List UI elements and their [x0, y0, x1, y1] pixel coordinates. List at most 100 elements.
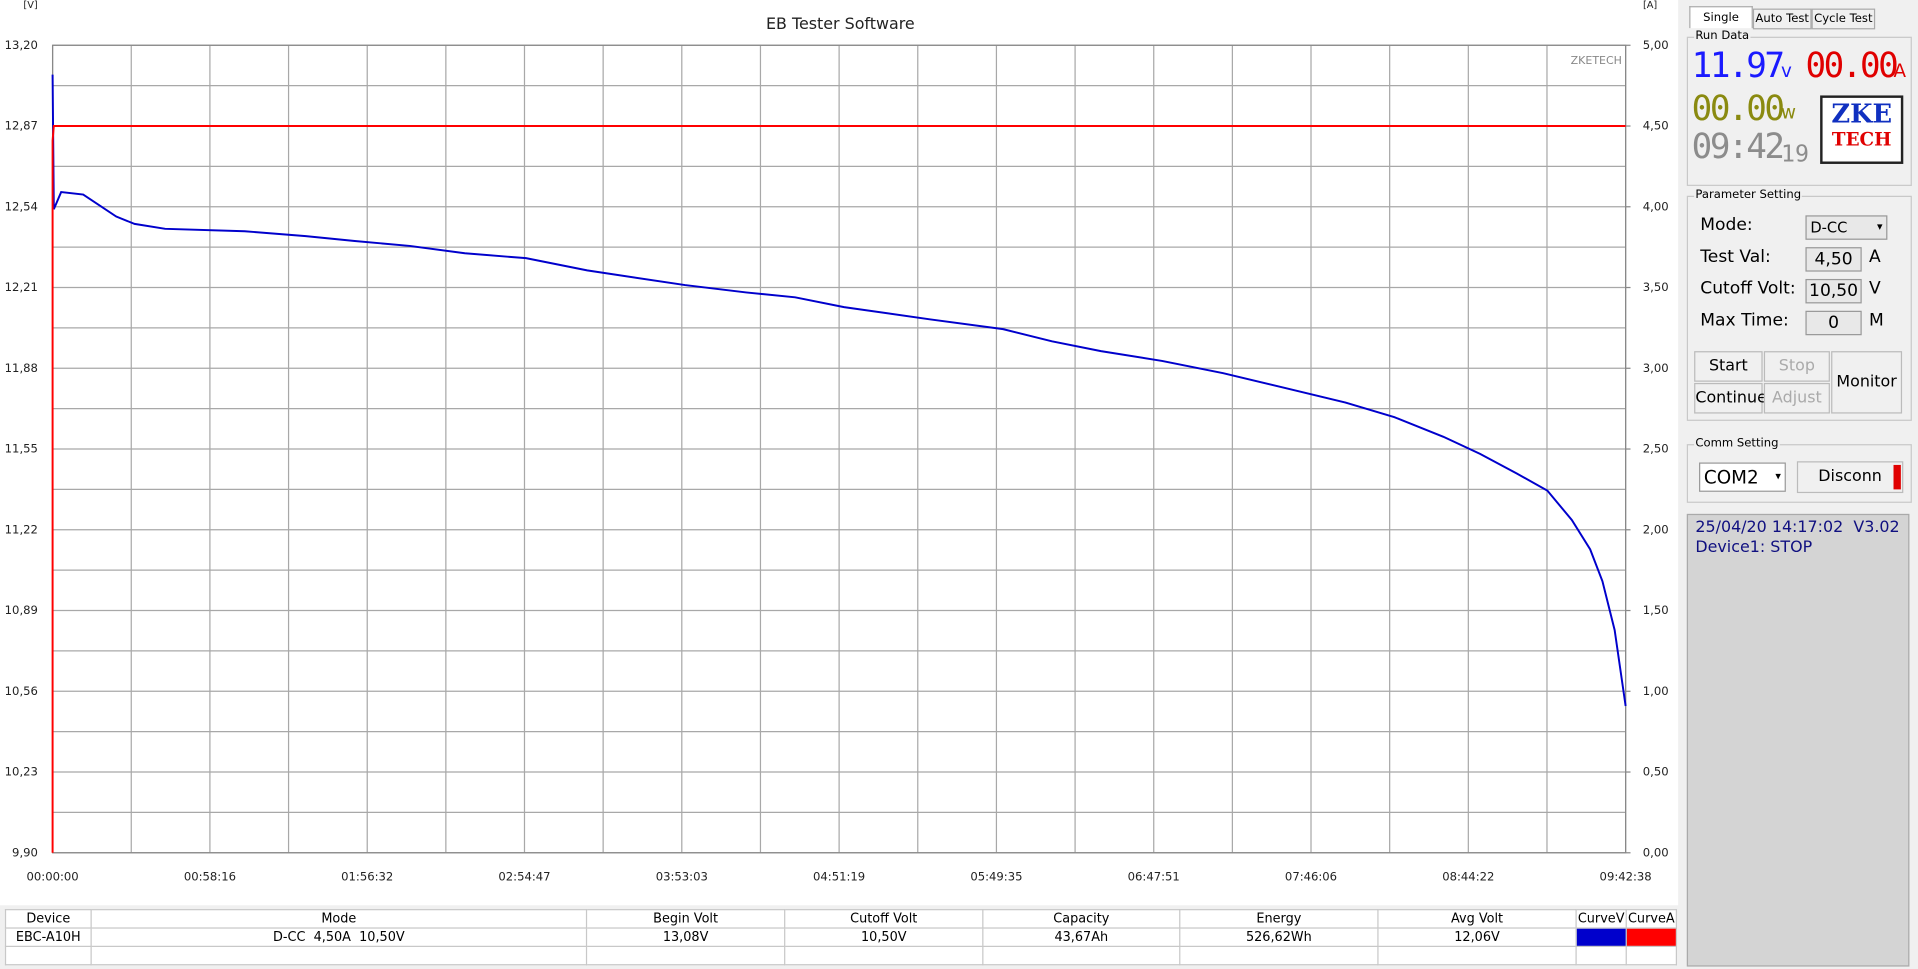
- monitor-button[interactable]: Monitor: [1831, 351, 1903, 414]
- x-tick-label: 04:51:19: [813, 870, 865, 884]
- y2-tick-label: 0,00: [1643, 845, 1669, 859]
- field-input[interactable]: 0: [1805, 310, 1862, 336]
- parameter-group: Parameter Setting Mode: D-CC ▾ Test Val: …: [1686, 188, 1912, 421]
- port-select[interactable]: COM2 ▾: [1699, 462, 1786, 492]
- continue-button[interactable]: Continue: [1694, 382, 1767, 414]
- group-title: Comm Setting: [1694, 436, 1780, 451]
- x-tick-label: 00:58:16: [184, 870, 236, 884]
- y2-tick-label: 1,00: [1643, 684, 1669, 698]
- logo-bottom: TECH: [1831, 128, 1892, 151]
- y2-tick-label: 5,00: [1643, 38, 1669, 52]
- x-tick-label: 06:47:51: [1128, 870, 1180, 884]
- adjust-button: Adjust: [1763, 382, 1830, 414]
- y2-tick-label: 3,50: [1643, 280, 1669, 294]
- header-cell: Capacity: [982, 909, 1181, 929]
- field-input[interactable]: 10,50: [1805, 278, 1862, 304]
- group-title: Parameter Setting: [1694, 188, 1803, 202]
- watermark: ZKETECH: [1571, 54, 1622, 67]
- header-cell: Energy: [1179, 909, 1379, 929]
- cell: D-CC 4,50A 10,50V: [90, 927, 588, 947]
- curve-color[interactable]: [1575, 927, 1627, 947]
- field-label: Cutoff Volt:: [1700, 278, 1796, 299]
- table-row-empty: [4, 945, 1678, 966]
- field-unit: M: [1869, 310, 1884, 331]
- field-label: Max Time:: [1700, 310, 1789, 331]
- y2-tick-label: 0,50: [1643, 765, 1669, 779]
- x-tick-label: 07:46:06: [1285, 870, 1337, 884]
- table-row: EBC-A10H D-CC 4,50A 10,50V 13,08V 10,50V…: [4, 927, 1678, 947]
- y-tick-label: 10,56: [5, 684, 38, 698]
- y2-tick-label: 1,50: [1643, 603, 1669, 617]
- x-tick-label: 00:00:00: [27, 870, 79, 884]
- y-tick-label: 11,55: [5, 442, 38, 456]
- header-cell: Device: [4, 909, 92, 929]
- x-tick-label: 05:49:35: [970, 870, 1022, 884]
- header-cell: Begin Volt: [585, 909, 786, 929]
- header-cell: CurveA: [1625, 909, 1678, 929]
- time-seconds: 19: [1780, 140, 1809, 168]
- y-tick-label: 11,22: [5, 522, 38, 536]
- y-tick-label: 12,87: [5, 119, 38, 133]
- run-data-group: Run Data 11.97 v 00.00 A 00.00 w 09:42 1…: [1686, 29, 1912, 186]
- current-display: 00.00: [1805, 45, 1898, 86]
- unit: v: [1780, 59, 1792, 82]
- voltage-display: 11.97: [1691, 45, 1785, 86]
- result-table: Device Mode Begin Volt Cutoff Volt Capac…: [4, 909, 1678, 966]
- comm-group: Comm Setting COM2 ▾ Disconn: [1686, 436, 1912, 503]
- disconnect-button[interactable]: Disconn: [1796, 461, 1904, 494]
- header-cell: Cutoff Volt: [784, 909, 984, 929]
- y2-tick-label: 4,00: [1643, 199, 1669, 213]
- tab[interactable]: Cycle Test: [1811, 8, 1876, 30]
- status-line: 25/04/20 14:17:02 V3.02: [1695, 518, 1900, 538]
- x-tick-label: 09:42:38: [1600, 870, 1652, 884]
- port-value: COM2: [1703, 466, 1759, 489]
- y-tick-label: 12,21: [5, 280, 38, 294]
- group-title: Run Data: [1694, 29, 1751, 43]
- series-line: [51, 74, 1627, 707]
- table-header: Device Mode Begin Volt Cutoff Volt Capac…: [4, 909, 1678, 929]
- cell: 12,06V: [1377, 927, 1577, 947]
- header-cell: CurveV: [1575, 909, 1627, 929]
- chart: EB Tester Software ZKETECH [V] [A] 00:00…: [0, 0, 1679, 906]
- field-value: D-CC: [1810, 219, 1848, 237]
- x-tick-label: 02:54:47: [498, 870, 550, 884]
- cell: 10,50V: [784, 927, 984, 947]
- side-panel: Single Test Auto Test Cycle Test Run Dat…: [1682, 0, 1918, 969]
- mode-select[interactable]: D-CC ▾: [1805, 215, 1888, 240]
- y-tick-label: 13,20: [5, 38, 38, 52]
- y-tick-label: 12,54: [5, 199, 38, 213]
- field-label: Test Val:: [1700, 247, 1771, 267]
- y-tick-label: 11,88: [5, 361, 38, 375]
- tab[interactable]: Single Test: [1689, 6, 1753, 45]
- field-input[interactable]: 4,50: [1805, 247, 1862, 272]
- x-tick-label: 01:56:32: [341, 870, 393, 884]
- y-tick-label: 9,90: [12, 845, 38, 859]
- field-unit: V: [1869, 278, 1881, 299]
- field-unit: A: [1869, 247, 1881, 267]
- logo-top: ZKE: [1831, 97, 1893, 129]
- y2-tick-label: 2,00: [1643, 522, 1669, 536]
- status-line: Device1: STOP: [1695, 538, 1813, 557]
- unit: w: [1780, 101, 1797, 124]
- chart-title: EB Tester Software: [766, 14, 915, 33]
- x-tick-label: 03:53:03: [656, 870, 708, 884]
- y2-tick-label: 2,50: [1643, 442, 1669, 456]
- x-tick-label: 08:44:22: [1442, 870, 1494, 884]
- cell: 43,67Ah: [982, 927, 1181, 947]
- y2-tick-label: 3,00: [1643, 361, 1669, 375]
- y2-tick-label: 4,50: [1643, 119, 1669, 133]
- curve-color[interactable]: [1625, 927, 1678, 947]
- header-cell: Mode: [90, 909, 588, 929]
- tab[interactable]: Auto Test: [1752, 8, 1812, 30]
- button-label: Disconn: [1818, 467, 1882, 486]
- field-label: Mode:: [1700, 215, 1753, 235]
- time-display: 09:42: [1691, 126, 1785, 167]
- y2-axis-label: [A]: [1643, 0, 1657, 11]
- start-button[interactable]: Start: [1694, 351, 1763, 382]
- cell: EBC-A10H: [4, 927, 92, 947]
- cell: 526,62Wh: [1179, 927, 1379, 947]
- series-line: [51, 125, 1626, 853]
- logo: ZKE TECH: [1820, 95, 1904, 164]
